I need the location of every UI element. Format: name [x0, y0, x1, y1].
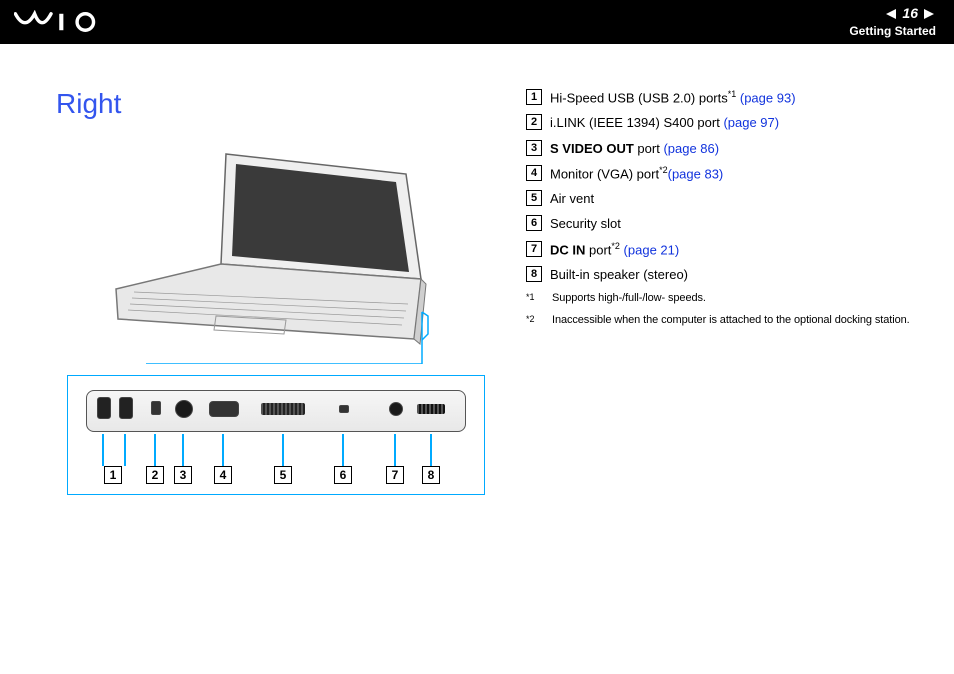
page-link[interactable]: (page 83): [668, 166, 724, 181]
legend-num: 3: [526, 140, 542, 156]
port-vga: [209, 401, 239, 417]
legend-item: 3 S VIDEO OUT port (page 86): [526, 139, 922, 159]
page-number: 16: [902, 4, 918, 23]
callout-num: 1: [104, 466, 122, 484]
air-vent: [261, 403, 305, 415]
callout-num: 2: [146, 466, 164, 484]
legend-label: port: [585, 242, 611, 257]
legend-sup: *1: [728, 89, 737, 99]
illustration-box: 1 2 3 4 5 6 7 8: [56, 144, 496, 495]
legend-label: Built-in speaker (stereo): [550, 267, 688, 282]
prev-page-icon[interactable]: [886, 9, 896, 19]
legend-num: 4: [526, 165, 542, 181]
page-link[interactable]: (page 97): [723, 115, 779, 130]
legend-item: 5 Air vent: [526, 189, 922, 209]
footnote-mark: *1: [526, 290, 542, 308]
legend-num: 8: [526, 266, 542, 282]
callout-num: 7: [386, 466, 404, 484]
footnote-mark: *2: [526, 312, 542, 330]
legend-label: Security slot: [550, 216, 621, 231]
legend-item: 7 DC IN port*2 (page 21): [526, 240, 922, 260]
legend-label: Hi-Speed USB (USB 2.0) ports: [550, 90, 728, 105]
port-usb-2: [119, 397, 133, 419]
legend-label: Air vent: [550, 191, 594, 206]
speaker-grille: [417, 404, 445, 414]
section-name: Getting Started: [849, 23, 936, 39]
legend-label: port: [634, 141, 660, 156]
legend-text: S VIDEO OUT port (page 86): [550, 139, 922, 159]
legend-text: Air vent: [550, 189, 922, 209]
legend-bold: S VIDEO OUT: [550, 141, 634, 156]
next-page-icon[interactable]: [924, 9, 934, 19]
page-link[interactable]: (page 93): [740, 90, 796, 105]
legend-num: 5: [526, 190, 542, 206]
legend-item: 1 Hi-Speed USB (USB 2.0) ports*1 (page 9…: [526, 88, 922, 108]
side-panel-diagram: 1 2 3 4 5 6 7 8: [67, 375, 485, 495]
legend-label: Monitor (VGA) port: [550, 166, 659, 181]
callout-num: 6: [334, 466, 352, 484]
footnote-text: Inaccessible when the computer is attach…: [552, 312, 922, 330]
legend-item: 2 i.LINK (IEEE 1394) S400 port (page 97): [526, 113, 922, 133]
callout-num: 4: [214, 466, 232, 484]
legend-bold: DC IN: [550, 242, 585, 257]
page-link[interactable]: (page 86): [663, 141, 719, 156]
footnote: *2 Inaccessible when the computer is att…: [526, 312, 922, 330]
laptop-perspective-drawing: [76, 144, 476, 369]
legend-column: 1 Hi-Speed USB (USB 2.0) ports*1 (page 9…: [526, 88, 922, 495]
legend-num: 1: [526, 89, 542, 105]
callout-num: 3: [174, 466, 192, 484]
page-link[interactable]: (page 21): [624, 242, 680, 257]
port-usb-1: [97, 397, 111, 419]
port-svideo: [175, 400, 193, 418]
legend-item: 6 Security slot: [526, 214, 922, 234]
callout-num: 5: [274, 466, 292, 484]
footnote-text: Supports high-/full-/low- speeds.: [552, 290, 922, 308]
ports-strip: [86, 390, 466, 432]
footnote: *1 Supports high-/full-/low- speeds.: [526, 290, 922, 308]
legend-text: Monitor (VGA) port*2(page 83): [550, 164, 922, 184]
legend-text: Security slot: [550, 214, 922, 234]
legend-num: 2: [526, 114, 542, 130]
legend-text: Built-in speaker (stereo): [550, 265, 922, 285]
vaio-logo: [14, 10, 110, 34]
legend-num: 7: [526, 241, 542, 257]
header-bar: 16 Getting Started: [0, 0, 954, 44]
legend-item: 8 Built-in speaker (stereo): [526, 265, 922, 285]
callout-lines: 1 2 3 4 5 6 7 8: [86, 434, 466, 492]
legend-text: Hi-Speed USB (USB 2.0) ports*1 (page 93): [550, 88, 922, 108]
legend-text: DC IN port*2 (page 21): [550, 240, 922, 260]
legend-item: 4 Monitor (VGA) port*2(page 83): [526, 164, 922, 184]
legend-sup: *2: [659, 165, 668, 175]
page-content: Right: [0, 44, 954, 495]
legend-num: 6: [526, 215, 542, 231]
illustration-column: Right: [56, 88, 496, 495]
legend-label: i.LINK (IEEE 1394) S400 port: [550, 115, 720, 130]
header-right: 16 Getting Started: [849, 4, 936, 39]
legend-text: i.LINK (IEEE 1394) S400 port (page 97): [550, 113, 922, 133]
legend-sup: *2: [611, 241, 620, 251]
security-slot: [339, 405, 349, 413]
port-dcin: [389, 402, 403, 416]
callout-num: 8: [422, 466, 440, 484]
page-title: Right: [56, 88, 496, 120]
port-ilink: [151, 401, 161, 415]
page-nav: 16: [884, 4, 936, 23]
